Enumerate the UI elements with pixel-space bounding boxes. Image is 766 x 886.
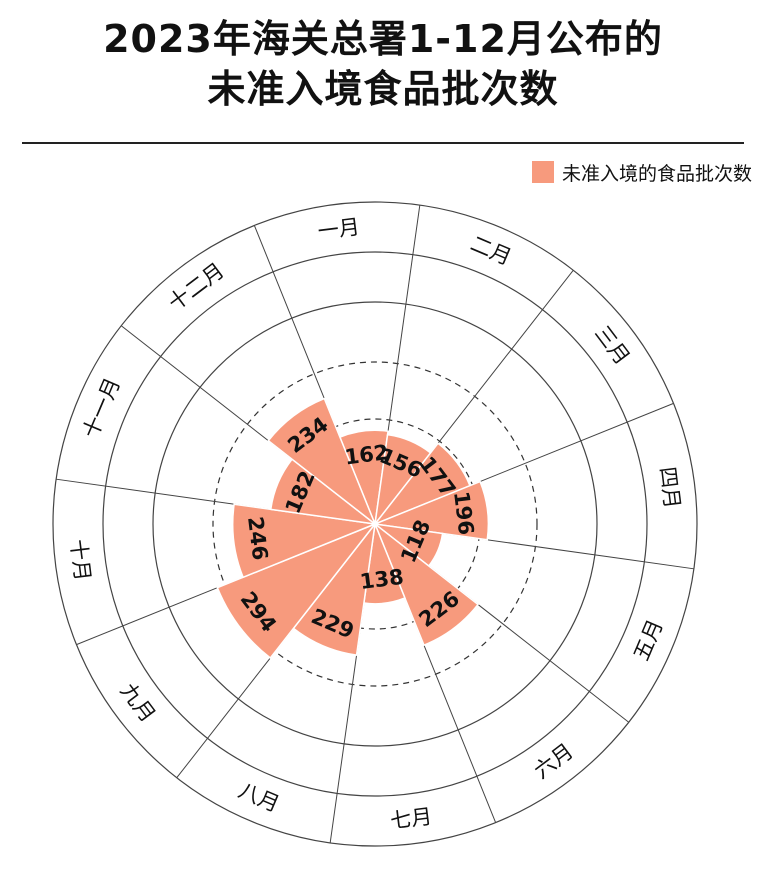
month-label-十月: 十月	[66, 538, 95, 583]
month-label-六月: 六月	[530, 739, 578, 783]
legend: 未准入境的食品批次数	[531, 160, 752, 185]
month-label-四月: 四月	[655, 465, 684, 510]
bar-四月	[372, 480, 490, 541]
bar-六月	[373, 521, 480, 647]
chart-title: 2023年海关总署1-12月公布的 未准入境食品批次数	[0, 14, 766, 114]
bar-九月	[216, 522, 378, 660]
month-label-二月: 二月	[467, 231, 515, 270]
value-label-四月: 196	[449, 490, 478, 536]
chart-title-line-2: 未准入境食品批次数	[207, 67, 559, 111]
bar-十月	[231, 503, 378, 579]
value-label-七月: 138	[359, 565, 405, 594]
month-label-八月: 八月	[235, 778, 283, 817]
chart-title-line-1: 2023年海关总署1-12月公布的	[103, 17, 663, 61]
month-label-十二月: 十二月	[164, 258, 229, 315]
title-divider	[22, 142, 744, 144]
value-label-十月: 246	[243, 515, 272, 561]
month-label-三月: 三月	[590, 321, 634, 369]
month-label-九月: 九月	[116, 679, 160, 727]
label-ring	[102, 251, 648, 797]
value-label-一月: 162	[343, 440, 389, 469]
bar-十二月	[267, 397, 377, 527]
grid-circle-3	[212, 361, 538, 687]
legend-swatch	[531, 161, 554, 183]
month-label-七月: 七月	[389, 804, 434, 833]
month-label-五月: 五月	[629, 616, 668, 664]
month-label-一月: 一月	[316, 215, 361, 244]
outer-ring	[52, 201, 698, 847]
inner-ring	[152, 301, 598, 747]
legend-label: 未准入境的食品批次数	[561, 162, 752, 185]
